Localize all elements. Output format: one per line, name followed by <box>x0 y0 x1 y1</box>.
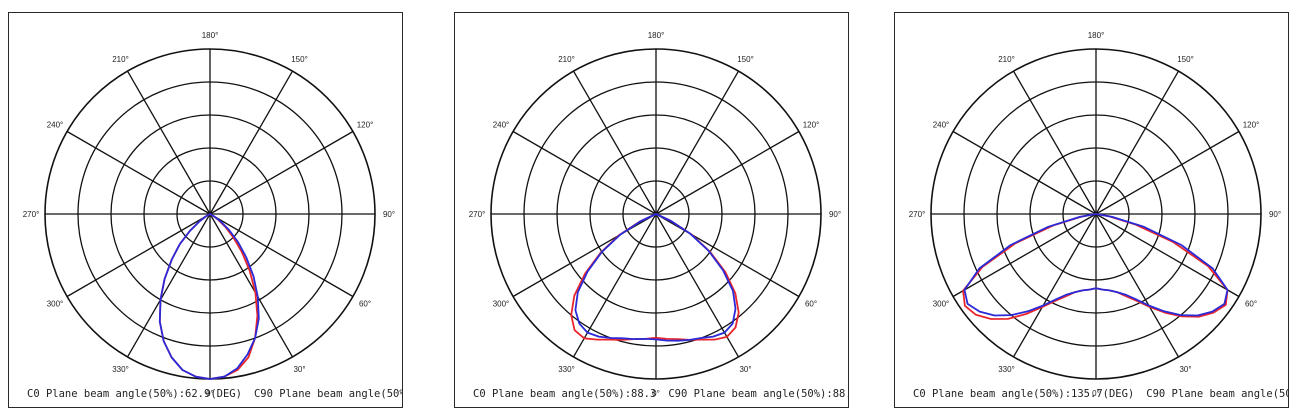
radial-line <box>209 130 354 215</box>
c0-beam-angle-text: C0 Plane beam angle(50%):135.7(DEG) <box>913 388 1135 400</box>
angle-tick-label: 210° <box>998 55 1015 64</box>
radial-line <box>1095 213 1180 358</box>
radial-line <box>126 70 211 215</box>
radial-line <box>209 70 294 215</box>
angle-tick-label: 150° <box>737 55 754 64</box>
radial-line <box>1095 213 1240 298</box>
series-c90-curve <box>963 213 1229 317</box>
radial-line <box>952 213 1097 298</box>
angle-tick-label: 270° <box>23 210 40 219</box>
angle-tick-label: 210° <box>112 55 129 64</box>
angle-tick-label: 330° <box>112 365 129 374</box>
c0-beam-angle-text: C0 Plane beam angle(50%):62.9(DEG) <box>27 388 242 400</box>
radial-line <box>512 213 657 298</box>
angle-tick-label: 240° <box>933 121 950 130</box>
series-c90-curve <box>574 213 737 342</box>
radial-line <box>572 213 657 358</box>
radial-line <box>655 130 800 215</box>
radial-line <box>655 213 740 358</box>
angle-tick-label: 90° <box>383 210 395 219</box>
angle-tick-label: 300° <box>493 300 510 309</box>
angle-tick-label: 120° <box>1243 121 1260 130</box>
polar-chart-panel-3: 0° 30° 60° 90° 120° 150° 180° 210° 240° 270° 300° 3… <box>894 12 1289 408</box>
angle-tick-label: 0° <box>206 389 214 398</box>
polar-chart-3: 0° 30° 60° 90° 120° 150° 180° 210° 240° 270° 300° 3… <box>909 31 1281 398</box>
angle-tick-label: 180° <box>202 31 219 40</box>
beam-angle-caption: C0 Plane beam angle(50%):62.9(DEG) C90 Pl… <box>9 388 402 400</box>
series-c0-curve <box>570 213 740 341</box>
angle-tick-label: 210° <box>558 55 575 64</box>
radial-line <box>1012 70 1097 215</box>
angle-tick-label: 180° <box>648 31 665 40</box>
angle-tick-label: 60° <box>805 300 817 309</box>
radial-line <box>126 213 211 358</box>
angle-tick-label: 270° <box>469 210 486 219</box>
angle-tick-label: 300° <box>47 300 64 309</box>
c90-beam-angle-text: C90 Plane beam angle(50%):6 <box>253 388 402 400</box>
polar-chart-panel-2: 0° 30° 60° 90° 120° 150° 180° 210° 240° 270° 300° 3… <box>454 12 849 408</box>
polar-chart-1: 0° 30° 60° 90° 120° 150° 180° 210° 240° 270° 300° 3… <box>23 31 395 398</box>
radial-line <box>209 213 294 358</box>
angle-tick-label: 300° <box>933 300 950 309</box>
angle-tick-label: 120° <box>803 121 820 130</box>
beam-angle-caption: C0 Plane beam angle(50%):88.3 C90 Plane b… <box>455 388 848 400</box>
angle-tick-label: 0° <box>1092 389 1100 398</box>
radial-line <box>66 213 211 298</box>
radial-line <box>1095 70 1180 215</box>
angle-tick-label: 180° <box>1088 31 1105 40</box>
angle-tick-label: 120° <box>357 121 374 130</box>
radial-line <box>1095 130 1240 215</box>
angle-tick-label: 150° <box>291 55 308 64</box>
radial-line <box>66 130 211 215</box>
angle-tick-label: 330° <box>998 365 1015 374</box>
angle-tick-label: 0° <box>652 389 660 398</box>
angle-tick-label: 60° <box>1245 300 1257 309</box>
angle-tick-label: 30° <box>739 365 751 374</box>
angle-tick-label: 240° <box>47 121 64 130</box>
angle-tick-label: 90° <box>1269 210 1281 219</box>
series-c0-curve <box>158 213 259 380</box>
beam-angle-caption: C0 Plane beam angle(50%):135.7(DEG) C90 P… <box>895 388 1288 400</box>
angle-tick-label: 30° <box>293 365 305 374</box>
radial-line <box>572 70 657 215</box>
radial-line <box>512 130 657 215</box>
c90-beam-angle-text: C90 Plane beam angle(50%): <box>1146 388 1288 400</box>
polar-chart-2: 0° 30° 60° 90° 120° 150° 180° 210° 240° 270° 300° 3… <box>469 31 841 398</box>
polar-chart-panel-1: 0° 30° 60° 90° 120° 150° 180° 210° 240° 270° 300° 3… <box>8 12 403 408</box>
c0-beam-angle-text: C0 Plane beam angle(50%):88.3 <box>473 388 657 400</box>
radial-line <box>1012 213 1097 358</box>
angle-tick-label: 90° <box>829 210 841 219</box>
angle-tick-label: 60° <box>359 300 371 309</box>
radial-line <box>209 213 354 298</box>
angle-tick-label: 30° <box>1179 365 1191 374</box>
radial-line <box>655 70 740 215</box>
radial-line <box>655 213 800 298</box>
angle-tick-label: 330° <box>558 365 575 374</box>
angle-tick-label: 150° <box>1177 55 1194 64</box>
radial-line <box>952 130 1097 215</box>
angle-tick-label: 240° <box>493 121 510 130</box>
angle-tick-label: 270° <box>909 210 926 219</box>
c90-beam-angle-text: C90 Plane beam angle(50%):88.3 <box>668 388 848 400</box>
series-c90-curve <box>158 213 260 380</box>
